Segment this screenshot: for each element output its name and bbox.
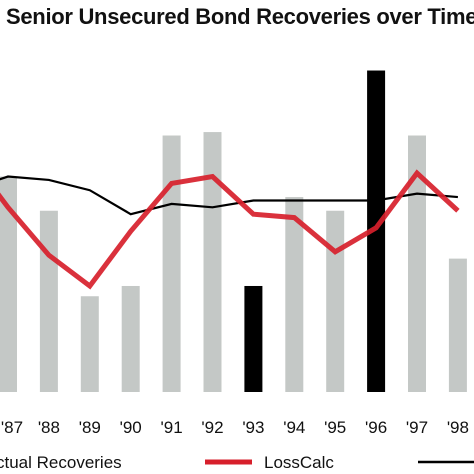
bars-layer bbox=[0, 70, 467, 393]
bar-highlight bbox=[244, 285, 263, 392]
x-axis-ticks: '87 '88 '89 '90 '91 '92 '93 '94 '95 '96 '97 '98 bbox=[1, 418, 469, 437]
bar bbox=[285, 197, 304, 392]
bar bbox=[80, 296, 99, 392]
legend: ctual Recoveries LossCalc bbox=[0, 453, 474, 472]
bar-highlight bbox=[367, 70, 386, 393]
losscalc-line bbox=[0, 169, 460, 290]
bar bbox=[448, 258, 467, 392]
bar bbox=[326, 210, 345, 392]
legend-label-losscalc: LossCalc bbox=[264, 453, 334, 472]
x-tick-label: '92 bbox=[201, 418, 223, 437]
historical-average-line bbox=[0, 175, 458, 216]
bar bbox=[162, 135, 181, 392]
x-tick-label: '91 bbox=[161, 418, 183, 437]
x-tick-label: '88 bbox=[38, 418, 60, 437]
x-tick-label: '98 bbox=[447, 418, 469, 437]
x-tick-label: '94 bbox=[283, 418, 305, 437]
x-tick-label: '96 bbox=[365, 418, 387, 437]
legend-label-actual-recoveries: ctual Recoveries bbox=[0, 453, 122, 472]
bar bbox=[39, 210, 58, 392]
chart-title: Senior Unsecured Bond Recoveries over Ti… bbox=[6, 4, 474, 29]
x-tick-label: '95 bbox=[324, 418, 346, 437]
x-tick-label: '93 bbox=[242, 418, 264, 437]
x-tick-label: '90 bbox=[120, 418, 142, 437]
lines-layer bbox=[0, 169, 460, 290]
bar bbox=[0, 176, 17, 392]
bar bbox=[408, 135, 426, 392]
bar bbox=[121, 285, 140, 392]
bar bbox=[203, 132, 222, 392]
x-tick-label: '97 bbox=[406, 418, 428, 437]
x-tick-label: '87 bbox=[1, 418, 23, 437]
x-tick-label: '89 bbox=[79, 418, 101, 437]
